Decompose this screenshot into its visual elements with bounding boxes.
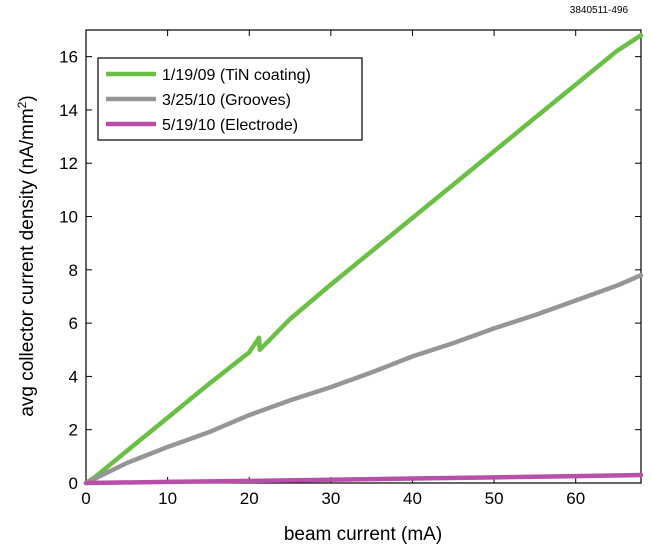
series-line-1 [83, 33, 644, 486]
series-line-3 [83, 472, 644, 486]
x-tick-label-5: 50 [485, 489, 504, 508]
y-tick-label-0: 0 [69, 474, 78, 493]
y-tick-label-5: 10 [59, 208, 78, 227]
y-axis-label-superscript: 2 [15, 101, 29, 108]
legend: 1/19/09 (TiN coating) 3/25/10 (Grooves) 5/… [97, 57, 363, 141]
y-tick-label-2: 4 [69, 367, 78, 386]
plot-frame [85, 29, 642, 484]
legend-label-2: 3/25/10 (Grooves) [162, 92, 291, 109]
figure-id: 3840511-496 [570, 5, 629, 16]
x-axis-label: beam current (mA) [284, 524, 442, 545]
x-tick-label-2: 20 [240, 489, 259, 508]
x-tick-label-3: 30 [321, 489, 340, 508]
axis-ticks: 0 10 20 30 40 50 60 0 2 4 6 8 10 12 14 16 [59, 30, 641, 508]
y-axis-label-close: ) [17, 95, 38, 101]
y-tick-label-3: 6 [69, 314, 78, 333]
x-tick-label-0: 0 [81, 489, 90, 508]
x-tick-label-4: 40 [403, 489, 422, 508]
y-tick-label-7: 14 [59, 101, 78, 120]
x-tick-label-1: 10 [158, 489, 177, 508]
y-axis-label-main: avg collector current density (nA/mm [17, 108, 38, 416]
y-tick-label-8: 16 [59, 48, 78, 67]
legend-label-3: 5/19/10 (Electrode) [162, 117, 298, 134]
series-line-2 [83, 272, 644, 486]
y-tick-label-6: 12 [59, 154, 78, 173]
x-tick-label-6: 60 [566, 489, 585, 508]
y-tick-label-1: 2 [69, 421, 78, 440]
legend-label-1: 1/19/09 (TiN coating) [162, 67, 311, 84]
y-tick-label-4: 8 [69, 261, 78, 280]
series-group [83, 33, 644, 486]
y-axis-label: avg collector current density (nA/mm2) [15, 95, 38, 416]
